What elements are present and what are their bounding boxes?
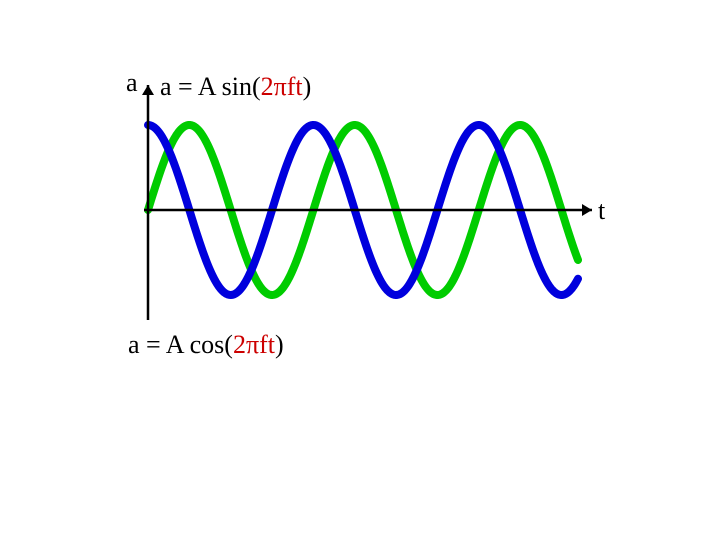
- y-axis-arrow-icon: [142, 85, 154, 95]
- eq-cos-arg: 2πft: [233, 330, 275, 359]
- chart-stage: a t a = A sin(2πft) a = A cos(2πft): [0, 0, 720, 540]
- y-axis-label: a: [126, 68, 138, 98]
- eq-sin-suffix: ): [303, 72, 312, 101]
- eq-cos-prefix: a = A cos(: [128, 330, 233, 359]
- eq-cos-suffix: ): [275, 330, 284, 359]
- x-axis-arrow-icon: [582, 204, 592, 216]
- equation-cos: a = A cos(2πft): [128, 330, 284, 360]
- wave-plot: [0, 0, 720, 540]
- x-axis-label: t: [598, 196, 605, 226]
- eq-sin-prefix: a = A sin(: [160, 72, 261, 101]
- eq-sin-arg: 2πft: [261, 72, 303, 101]
- equation-sin: a = A sin(2πft): [160, 72, 311, 102]
